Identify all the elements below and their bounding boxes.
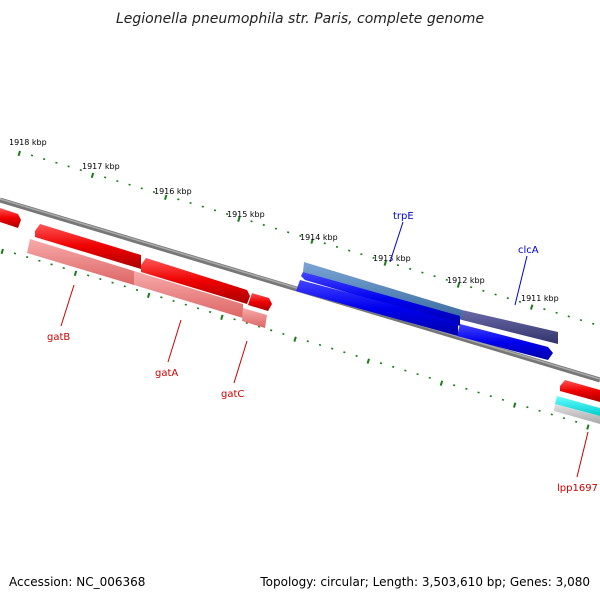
lower-track-major-tick — [73, 270, 78, 277]
lower-tick-track — [0, 248, 590, 430]
forward-genes — [0, 208, 600, 402]
kbp-label-1916: 1916 kbp — [154, 187, 192, 196]
kbp-label-1911: 1911 kbp — [521, 294, 559, 303]
leader-gatA — [167, 319, 182, 363]
gene-feature-gatB[interactable] — [35, 224, 141, 269]
gene-label-gatA[interactable]: gatA — [155, 368, 178, 379]
lower-track-major-tick — [220, 314, 224, 320]
gene-feature-gatC[interactable] — [248, 293, 272, 311]
upper-track-major-tick — [17, 150, 21, 157]
lower-track-major-tick — [586, 424, 590, 430]
gene-feature-lpp1697[interactable] — [560, 380, 600, 402]
lower-track-major-tick — [366, 358, 370, 364]
kbp-label-1913: 1913 kbp — [373, 254, 411, 263]
accession-text: Accession: NC_006368 — [9, 575, 145, 589]
leader-clcA — [514, 255, 528, 306]
reverse-genes — [296, 262, 558, 360]
upper-track-major-tick — [164, 194, 168, 200]
upper-track-major-tick — [90, 172, 95, 179]
kbp-label-1914: 1914 kbp — [300, 233, 338, 242]
gene-feature-blue-lower[interactable] — [296, 280, 458, 336]
gene-label-lpp1697[interactable]: lpp1697 — [557, 483, 598, 494]
kbp-label-1917: 1917 kbp — [82, 162, 120, 171]
gene-feature-gatB-red[interactable] — [0, 208, 21, 228]
kbp-label-1915: 1915 kbp — [227, 210, 265, 219]
leader-gatC — [233, 340, 248, 384]
kbp-labels: 1918 kbp 1917 kbp 1916 kbp 1915 kbp 1914… — [9, 138, 559, 303]
upper-tick-track — [17, 150, 595, 325]
gene-shadow-lpp1697 — [555, 396, 600, 416]
genome-stats-text: Topology: circular; Length: 3,503,610 bp… — [259, 575, 590, 589]
upper-track-major-tick — [530, 304, 534, 310]
gene-label-clcA[interactable]: clcA — [518, 245, 539, 256]
lower-track-major-tick — [147, 292, 151, 298]
forward-gene-shadows — [27, 239, 600, 424]
lower-track-major-tick — [293, 336, 297, 342]
gene-shadow-lpp1697-grey — [554, 404, 600, 424]
gene-label-trpE[interactable]: trpE — [393, 211, 414, 222]
kbp-label-1912: 1912 kbp — [447, 276, 485, 285]
gene-label-gatC[interactable]: gatC — [221, 389, 244, 400]
label-leaders — [60, 221, 589, 478]
upper-track-major-tick — [237, 216, 241, 222]
gene-feature-clcA-purple[interactable] — [462, 310, 558, 344]
upper-track-major-tick — [383, 260, 387, 266]
upper-track-major-tick — [456, 282, 461, 288]
upper-track-major-tick — [310, 238, 314, 244]
gene-shadow-gatB — [27, 239, 134, 285]
leader-gatB — [60, 284, 75, 327]
map-title: Legionella pneumophila str. Paris, compl… — [116, 11, 484, 27]
gene-feature-clcA[interactable] — [457, 324, 553, 360]
gene-feature-gatA[interactable] — [141, 258, 250, 304]
lower-track-major-tick — [513, 402, 517, 408]
leader-lpp1697 — [576, 431, 589, 478]
lower-track-major-tick — [439, 380, 444, 386]
leader-trpE — [389, 221, 404, 263]
gene-labels: trpE clcA gatB gatA gatC lpp1697 — [47, 211, 598, 494]
lower-track-major-tick — [0, 248, 4, 255]
gene-shadow-gatC — [242, 308, 267, 328]
gene-shadow-gatA — [134, 271, 243, 318]
kbp-label-1918: 1918 kbp — [9, 138, 47, 147]
gene-label-gatB[interactable]: gatB — [47, 332, 70, 343]
